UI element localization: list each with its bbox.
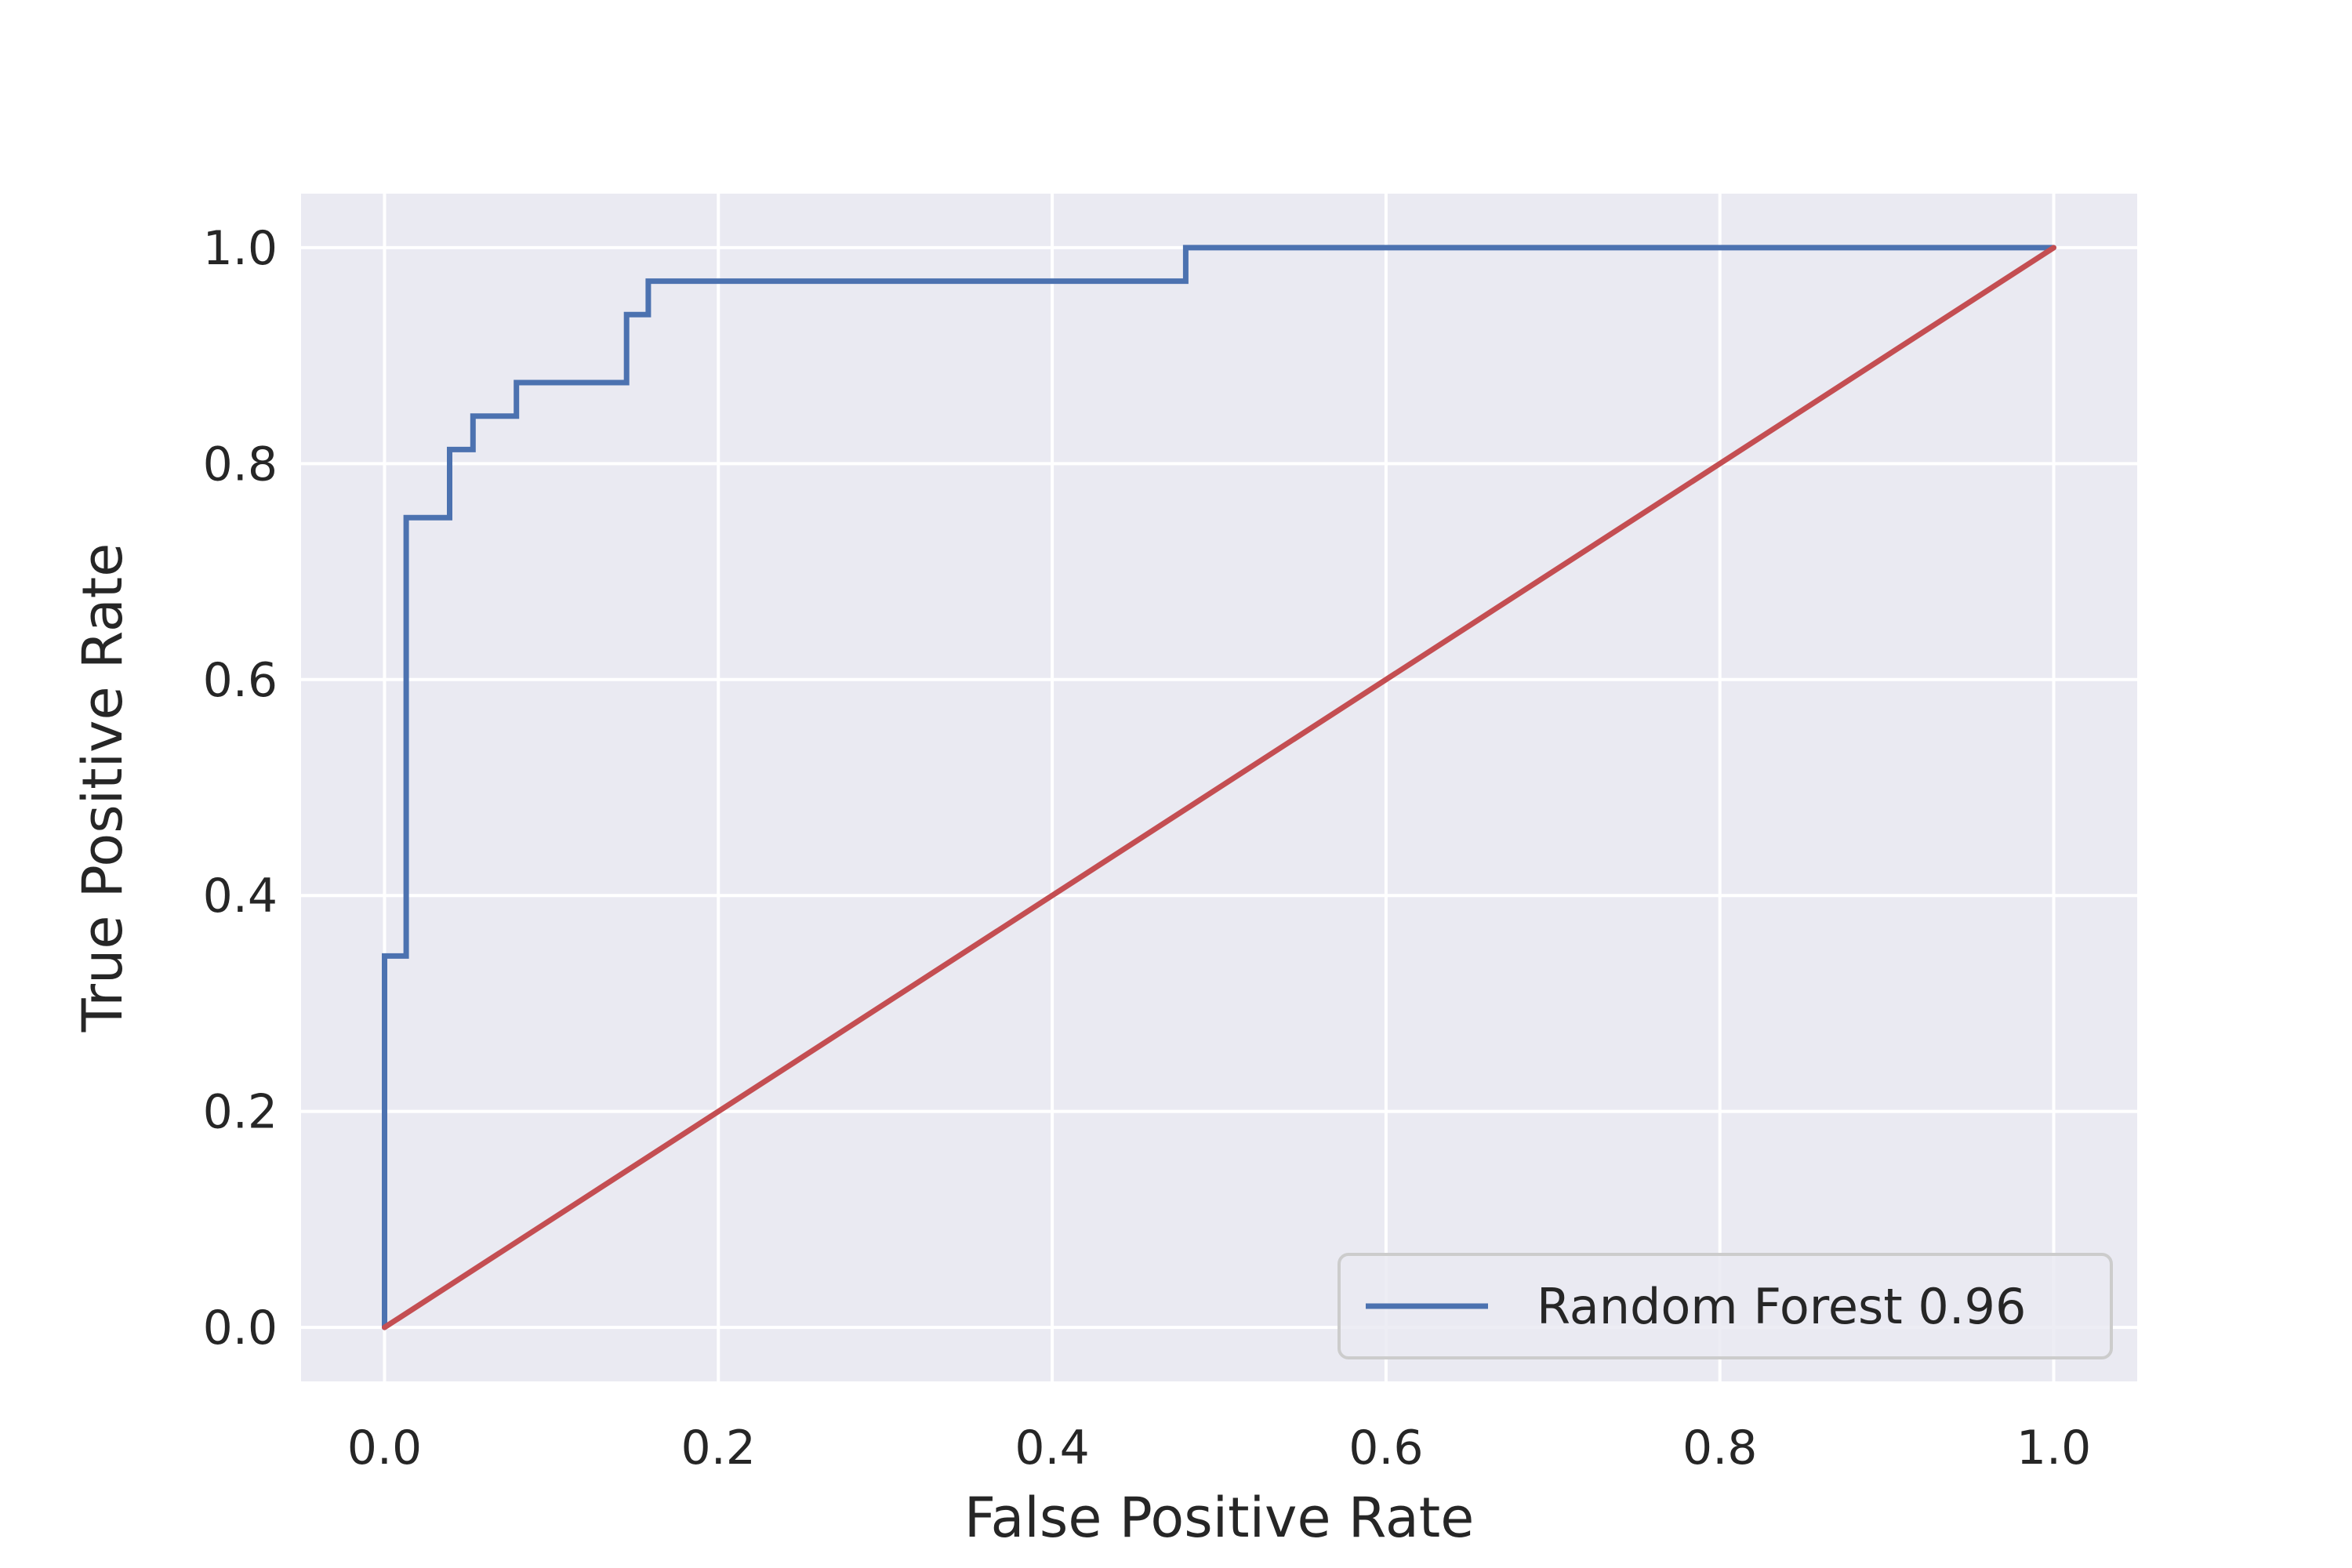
x-tick-label: 1.0 [2016, 1421, 2091, 1475]
y-tick-label: 0.2 [203, 1085, 278, 1140]
x-tick-label: 0.4 [1014, 1421, 1089, 1475]
grid-lines [301, 194, 2137, 1381]
series-layer [382, 245, 2056, 1330]
legend-box [1338, 1253, 2113, 1359]
y-tick-label: 0.0 [203, 1301, 278, 1356]
x-tick-label: 0.2 [681, 1421, 756, 1475]
y-tick-labels: 0.0 0.2 0.4 0.6 0.8 1.0 [203, 221, 278, 1356]
legend: Random Forest 0.96 [1338, 1253, 2113, 1359]
legend-label-random-forest: Random Forest 0.96 [1537, 1278, 2026, 1335]
y-tick-label: 0.8 [203, 437, 278, 492]
x-tick-label: 0.8 [1682, 1421, 1757, 1475]
x-tick-label: 0.0 [347, 1421, 422, 1475]
y-tick-label: 0.6 [203, 653, 278, 708]
x-axis-label: False Positive Rate [964, 1486, 1475, 1550]
series-line-random-forest [382, 245, 2056, 1330]
series-line-chance-diagonal [382, 245, 2056, 1330]
y-tick-label: 1.0 [203, 221, 278, 276]
x-tick-label: 0.6 [1348, 1421, 1423, 1475]
x-tick-labels: 0.0 0.2 0.4 0.6 0.8 1.0 [347, 1421, 2092, 1475]
y-axis-label: True Positive Rate [71, 543, 135, 1033]
y-tick-label: 0.4 [203, 869, 278, 924]
